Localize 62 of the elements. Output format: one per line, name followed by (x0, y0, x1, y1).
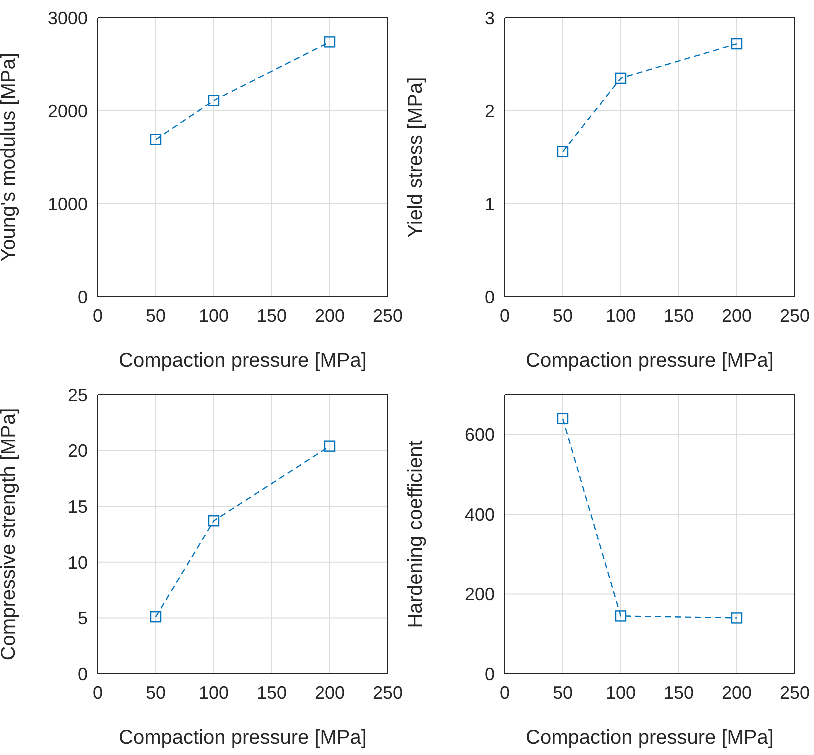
y-tick-label: 2 (484, 101, 495, 122)
y-tick-label: 600 (464, 425, 495, 446)
x-axis-title: Compaction pressure [MPa] (119, 727, 367, 749)
point (615, 72, 627, 84)
x-tick-label: 150 (664, 682, 694, 703)
x-tick-label: 150 (256, 306, 288, 326)
x-tick-label: 250 (372, 682, 404, 703)
x-tick-label: 0 (92, 682, 104, 703)
x-tick-label: 50 (552, 306, 574, 326)
y-tick-label: 200 (464, 584, 495, 605)
y-tick-label: 25 (68, 385, 88, 406)
y-tick-label: 3 (484, 8, 495, 28)
x-tick-label: 50 (146, 682, 166, 703)
point (615, 610, 627, 622)
y-tick-label: 2000 (48, 101, 88, 122)
x-tick-label: 200 (722, 682, 752, 703)
x-tick-label: 0 (500, 306, 510, 326)
point (208, 95, 220, 106)
y-tick-label: 0 (78, 287, 88, 308)
y-axis-title: Hardening coefficient (405, 440, 428, 628)
x-tick-label: 250 (372, 306, 404, 326)
x-tick-label: 0 (92, 306, 104, 326)
y-tick-label: 1 (484, 194, 495, 214)
x-tick-label: 200 (722, 306, 752, 326)
point (150, 134, 162, 146)
x-tick-label: 50 (146, 306, 166, 326)
x-tick-label: 100 (198, 306, 230, 326)
x-axis-title: Compaction pressure [MPa] (526, 350, 774, 372)
point (557, 146, 569, 158)
y-tick-label: 0 (78, 664, 88, 684)
x-tick-label: 150 (256, 682, 288, 703)
point (208, 516, 220, 527)
y-tick-label: 400 (464, 504, 495, 525)
y-tick-label: 20 (68, 441, 88, 462)
y-tick-label: 3000 (48, 8, 88, 28)
point (731, 612, 743, 624)
y-tick-label: 0 (484, 664, 495, 684)
x-tick-label: 100 (198, 682, 230, 703)
point (731, 38, 743, 50)
y-tick-label: 0 (484, 287, 495, 308)
x-axis-title: Compaction pressure [MPa] (119, 350, 367, 372)
point (150, 611, 162, 623)
x-tick-label: 200 (314, 682, 346, 703)
y-axis-title: Compressive strength [MPa] (0, 408, 20, 661)
y-axis-title: Yield stress [MPa] (405, 77, 428, 238)
x-tick-label: 0 (500, 682, 510, 703)
x-tick-label: 250 (780, 306, 810, 326)
x-tick-label: 100 (606, 306, 636, 326)
x-tick-label: 50 (552, 682, 574, 703)
y-axis-title: Young's modulus [MPa] (0, 53, 20, 262)
x-tick-label: 250 (780, 682, 810, 703)
x-axis-title: Compaction pressure [MPa] (526, 727, 774, 749)
y-tick-label: 5 (78, 608, 88, 629)
y-tick-label: 15 (68, 496, 88, 517)
point (324, 36, 336, 48)
x-tick-label: 150 (664, 306, 694, 326)
x-tick-label: 100 (606, 682, 636, 703)
y-tick-label: 1000 (48, 194, 88, 214)
x-tick-label: 200 (314, 306, 346, 326)
y-tick-label: 10 (68, 552, 88, 573)
point (557, 413, 569, 425)
point (324, 440, 336, 452)
